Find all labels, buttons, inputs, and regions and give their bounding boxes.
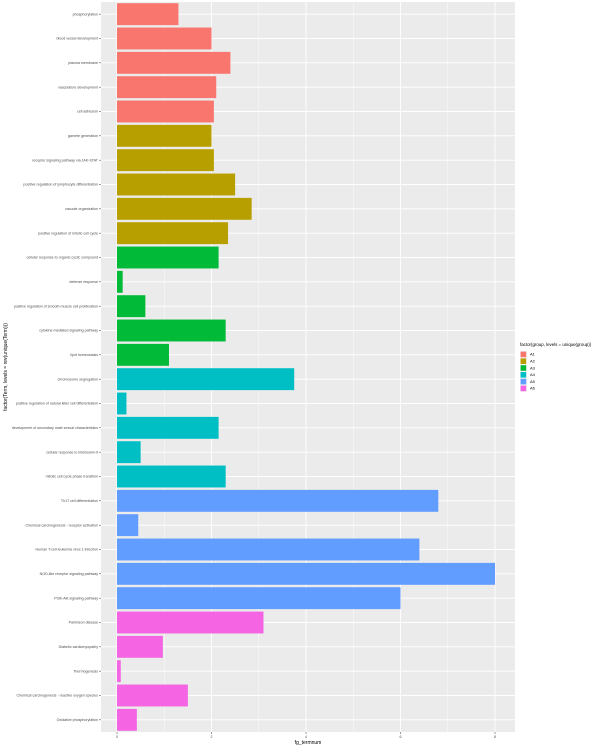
y-tick-label: Chemical carcinogenesis - receptor activ… <box>25 523 98 527</box>
bar <box>117 149 214 172</box>
y-tick-label: chromosome segregation <box>57 377 98 381</box>
y-tick-label: lipid homeostasis <box>70 353 98 357</box>
legend-key <box>520 365 527 371</box>
y-tick-label: cytokine-mediated signaling pathway <box>39 329 98 333</box>
x-tick-label: 6 <box>400 735 402 739</box>
bar <box>117 441 141 464</box>
y-tick-label: positive regulation of lymphocyte differ… <box>23 183 98 187</box>
legend-label: A6 <box>530 386 536 391</box>
y-tick-label: cellular response to organic cyclic comp… <box>26 256 98 260</box>
y-tick-label: NOD-like receptor signaling pathway <box>40 572 99 576</box>
y-tick-label: defense response <box>69 280 98 284</box>
y-tick-label: receptor signaling pathway via JAK-STAT <box>32 158 99 162</box>
legend-key <box>520 358 527 364</box>
bar <box>117 392 127 415</box>
bar <box>117 416 219 439</box>
bar <box>117 76 217 99</box>
bar <box>117 538 420 561</box>
bar <box>117 51 231 74</box>
y-tick-label: cellular response to interleukin-9 <box>46 450 98 454</box>
y-tick-label: Th17 cell differentiation <box>61 499 98 503</box>
bar <box>117 270 123 293</box>
bar <box>117 3 179 26</box>
y-tick-label: PI3K-Akt signaling pathway <box>54 596 98 600</box>
legend-title: factor(group, levels = unique(group)) <box>520 342 592 347</box>
x-axis-title: fg_termnum <box>295 740 322 746</box>
y-tick-label: mitotic cell cycle phase transition <box>46 475 98 479</box>
y-tick-label: cell adhesion <box>77 110 98 114</box>
bar <box>117 562 495 585</box>
bar <box>117 684 188 707</box>
y-tick-label: Thermogenesis <box>73 669 98 673</box>
y-tick-label: Parkinson disease <box>69 621 98 625</box>
x-tick-label: 8 <box>494 735 496 739</box>
legend: factor(group, levels = unique(group)) A1… <box>520 342 592 392</box>
bar <box>117 587 401 610</box>
y-tick-label: Human T-cell leukemia virus 1 infection <box>36 548 98 552</box>
grid-major <box>101 2 515 732</box>
y-tick-label: vacuole organization <box>65 207 98 211</box>
bar <box>117 27 212 50</box>
bar <box>117 489 439 512</box>
bar <box>117 222 229 245</box>
bar <box>117 197 252 220</box>
bar <box>117 246 219 269</box>
x-tick-label: 2 <box>211 735 213 739</box>
legend-key <box>520 372 527 378</box>
y-tick-label: Oxidative phosphorylation <box>57 718 98 722</box>
bar <box>117 635 163 658</box>
bar <box>117 124 212 147</box>
y-tick-label: Chemical carcinogenesis - reactive oxyge… <box>17 694 99 698</box>
y-tick-label: Diabetic cardiomyopathy <box>59 645 99 649</box>
y-axis-title: factor(Term, levels = rev(unique(Term))) <box>3 323 9 411</box>
legend-label: A1 <box>530 352 536 357</box>
y-tick-label: positive regulation of mitotic cell cycl… <box>38 231 98 235</box>
y-tick-label: positive regulation of natural killer ce… <box>16 402 98 406</box>
y-tick-label: vasculature development <box>58 85 98 89</box>
plot-panel <box>101 2 515 732</box>
bar <box>117 660 121 683</box>
bar <box>117 514 139 537</box>
bar <box>117 465 226 488</box>
bars <box>117 3 495 731</box>
bar <box>117 611 264 634</box>
bar <box>117 368 295 391</box>
x-tick-label: 0 <box>116 735 118 739</box>
bar <box>117 295 146 318</box>
bar <box>117 100 214 123</box>
legend-key <box>520 378 527 385</box>
grid-minor <box>164 2 448 732</box>
x-tick-label: 4 <box>305 735 307 739</box>
y-tick-label: plasma membrane <box>68 61 98 65</box>
legend-key <box>520 351 527 358</box>
bar <box>117 708 137 731</box>
y-tick-label: phosphorylation <box>73 12 98 16</box>
legend-key <box>520 385 527 392</box>
y-tick-label: blood vessel development <box>56 37 98 41</box>
y-tick-label: gamete generation <box>68 134 98 138</box>
bar <box>117 173 236 196</box>
y-axis: phosphorylation blood vessel development p… <box>12 12 101 722</box>
y-tick-label: positive regulation of smooth muscle cel… <box>14 304 98 308</box>
x-axis: 0 2 4 6 8 <box>116 732 496 739</box>
legend-label: A4 <box>530 372 536 377</box>
legend-label: A2 <box>530 359 536 364</box>
legend-label: A5 <box>530 379 536 384</box>
bar <box>117 343 169 366</box>
bar <box>117 319 226 342</box>
y-tick-label: development of secondary male sexual cha… <box>12 426 98 430</box>
legend-label: A3 <box>530 365 536 370</box>
